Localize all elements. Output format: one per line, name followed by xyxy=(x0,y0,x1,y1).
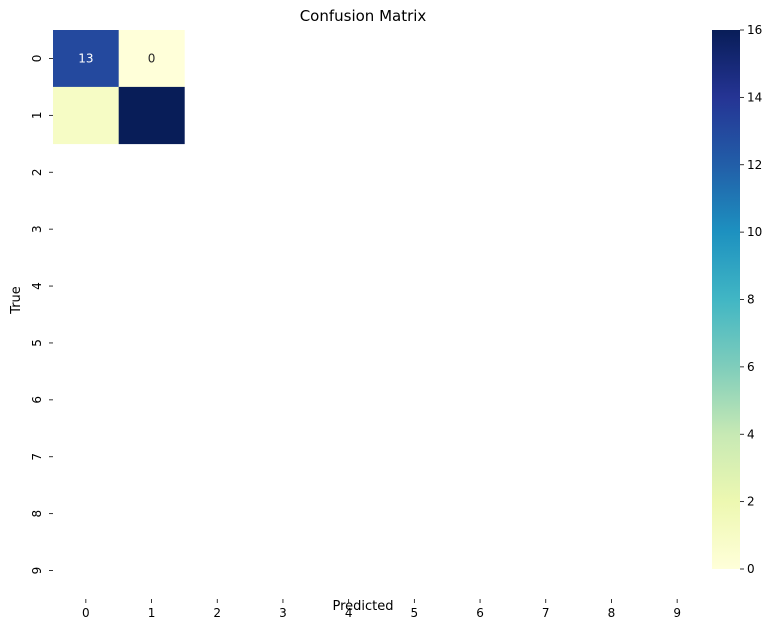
x-tick-label-2: 2 xyxy=(213,606,221,620)
heatmap-cell-1-0 xyxy=(53,86,119,145)
colorbar-tick-label-16: 16 xyxy=(747,23,762,37)
x-axis-label: Predicted xyxy=(332,599,393,614)
colorbar-tick-label-12: 12 xyxy=(747,158,762,172)
y-tick-label-4: 4 xyxy=(30,282,44,290)
colorbar xyxy=(712,30,740,569)
x-tick-label-4: 4 xyxy=(345,606,353,620)
y-tick-label-6: 6 xyxy=(30,396,44,404)
y-tick-label-5: 5 xyxy=(30,339,44,347)
colorbar-tick-label-4: 4 xyxy=(747,427,755,441)
cell-annotation-0-0: 13 xyxy=(78,51,93,65)
x-tick-label-9: 9 xyxy=(673,606,681,620)
colorbar-tick-label-0: 0 xyxy=(747,562,755,576)
x-tick-label-3: 3 xyxy=(279,606,287,620)
colorbar-tick-label-14: 14 xyxy=(747,90,762,104)
y-tick-label-3: 3 xyxy=(30,225,44,233)
chart-title: Confusion Matrix xyxy=(300,7,427,25)
heatmap-cells xyxy=(53,30,185,145)
heatmap-cell-0-1 xyxy=(118,30,185,88)
heatmap-cell-0-0 xyxy=(53,30,119,88)
heatmap-cell-1-1 xyxy=(118,86,185,145)
colorbar-ticks: 0 2 4 6 8 10 12 14 16 xyxy=(740,23,762,576)
x-tick-label-6: 6 xyxy=(476,606,484,620)
colorbar-tick-label-6: 6 xyxy=(747,360,755,374)
colorbar-tick-label-2: 2 xyxy=(747,495,755,509)
y-axis-label: True xyxy=(9,286,24,315)
x-tick-label-0: 0 xyxy=(82,606,90,620)
y-tick-label-0: 0 xyxy=(30,55,44,63)
y-tick-label-9: 9 xyxy=(30,567,44,575)
colorbar-tick-label-10: 10 xyxy=(747,225,762,239)
y-tick-label-8: 8 xyxy=(30,510,44,518)
x-tick-label-8: 8 xyxy=(608,606,616,620)
cell-annotation-0-1: 0 xyxy=(148,51,156,65)
colorbar-tick-label-8: 8 xyxy=(747,293,755,307)
x-tick-label-5: 5 xyxy=(411,606,419,620)
x-axis-ticks: 0 1 2 3 4 5 6 7 8 9 xyxy=(82,599,681,620)
y-axis-ticks: 0 1 2 3 4 5 6 7 8 9 xyxy=(30,55,53,575)
y-tick-label-7: 7 xyxy=(30,453,44,461)
x-tick-label-1: 1 xyxy=(148,606,156,620)
y-tick-label-1: 1 xyxy=(30,112,44,120)
x-tick-label-7: 7 xyxy=(542,606,550,620)
heatmap-annotations: 13 0 xyxy=(78,51,155,65)
y-tick-label-2: 2 xyxy=(30,168,44,176)
